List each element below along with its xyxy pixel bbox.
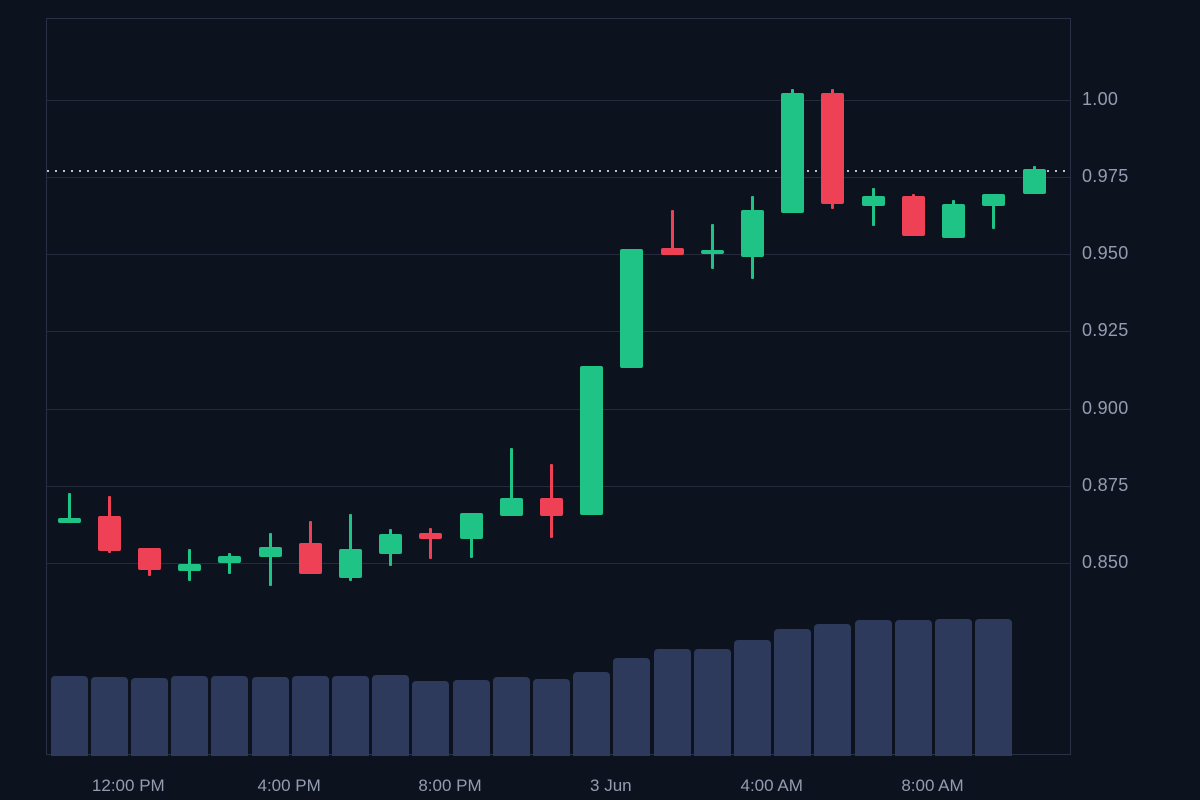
candle-body-up xyxy=(338,549,362,579)
candle-body-up xyxy=(1022,168,1046,194)
grid-line xyxy=(47,563,1070,564)
x-axis-label: 8:00 PM xyxy=(418,776,482,795)
candle-wick-up xyxy=(509,448,513,517)
candle-body-up xyxy=(861,196,885,207)
volume-bar xyxy=(452,680,490,756)
grid-line xyxy=(47,485,1070,487)
x-axis-label: 8:00 AM xyxy=(901,776,964,795)
candle-wick-down xyxy=(429,528,433,559)
volume-bar xyxy=(171,676,209,756)
candle-body-up xyxy=(700,250,724,255)
candle-body-up xyxy=(258,546,282,557)
volume-bar xyxy=(573,672,611,756)
candle-body-down xyxy=(660,248,684,256)
volume-bar xyxy=(130,678,168,756)
candle-body-down xyxy=(419,533,443,539)
x-axis-label: 4:00 AM xyxy=(740,776,803,795)
grid-line xyxy=(47,99,1070,101)
candle-body-up xyxy=(218,555,242,563)
volume-bar xyxy=(774,629,812,756)
y-axis-label: 0.975 xyxy=(1082,166,1129,186)
candle-body-up xyxy=(178,563,202,572)
candle-body-up xyxy=(942,204,966,238)
candle-wick-up xyxy=(710,223,714,270)
candle-wick-up xyxy=(228,553,232,575)
candle-wick-up xyxy=(348,513,352,581)
grid-line xyxy=(47,408,1070,410)
candle-wick-up xyxy=(992,194,996,230)
volume-bar xyxy=(211,676,249,756)
candle-wick-up xyxy=(871,188,875,227)
y-axis-label: 0.875 xyxy=(1082,474,1129,495)
candle-body-down xyxy=(97,516,121,551)
candle-body-up xyxy=(620,248,644,369)
y-axis-label: 1.00 xyxy=(1082,88,1119,109)
x-axis-label: 12:00 PM xyxy=(91,776,165,795)
candle-wick-down xyxy=(670,210,674,256)
volume-bar xyxy=(331,676,369,756)
candle-body-up xyxy=(781,93,805,214)
volume-bar xyxy=(854,620,892,756)
y-axis-label: 0.950 xyxy=(1082,243,1129,264)
volume-bar xyxy=(50,676,88,756)
candle-body-down xyxy=(901,196,925,236)
x-axis-label: 3 Jun xyxy=(590,776,632,795)
volume-bar xyxy=(814,624,852,756)
candle-wick-up xyxy=(268,533,272,586)
y-axis-label: 0.925 xyxy=(1082,320,1129,341)
grid-line xyxy=(47,177,1070,178)
candle-body-up xyxy=(982,194,1006,207)
volume-bar xyxy=(251,677,289,756)
candle-body-up xyxy=(379,533,403,555)
plot-area[interactable] xyxy=(46,18,1071,756)
candle-body-up xyxy=(459,512,483,539)
y-axis-label: 0.900 xyxy=(1082,397,1129,418)
volume-bar xyxy=(975,619,1013,756)
volume-bar xyxy=(533,679,571,756)
candle-wick-up xyxy=(67,492,71,523)
volume-bar xyxy=(492,677,530,756)
volume-bar xyxy=(372,675,410,756)
candle-body-up xyxy=(499,498,523,517)
volume-bar xyxy=(653,649,691,756)
volume-bar xyxy=(693,649,731,756)
volume-bar xyxy=(291,676,329,756)
candle-body-down xyxy=(137,547,161,571)
volume-bar xyxy=(412,681,450,756)
candle-body-up xyxy=(57,517,81,523)
grid-line xyxy=(47,254,1070,256)
volume-bar xyxy=(935,619,973,756)
y-axis-label: 0.850 xyxy=(1082,552,1129,572)
volume-bar xyxy=(894,620,932,756)
current-price-line xyxy=(47,170,1070,173)
volume-bar xyxy=(613,658,651,756)
candle-body-down xyxy=(540,498,564,517)
volume-bar xyxy=(90,677,128,756)
x-axis-label: 4:00 PM xyxy=(257,776,321,795)
candle-body-down xyxy=(298,542,322,575)
grid-line xyxy=(47,331,1070,333)
candle-body-down xyxy=(821,93,845,205)
candle-body-up xyxy=(580,365,604,516)
candle-body-up xyxy=(741,210,765,257)
volume-bar xyxy=(734,640,772,756)
